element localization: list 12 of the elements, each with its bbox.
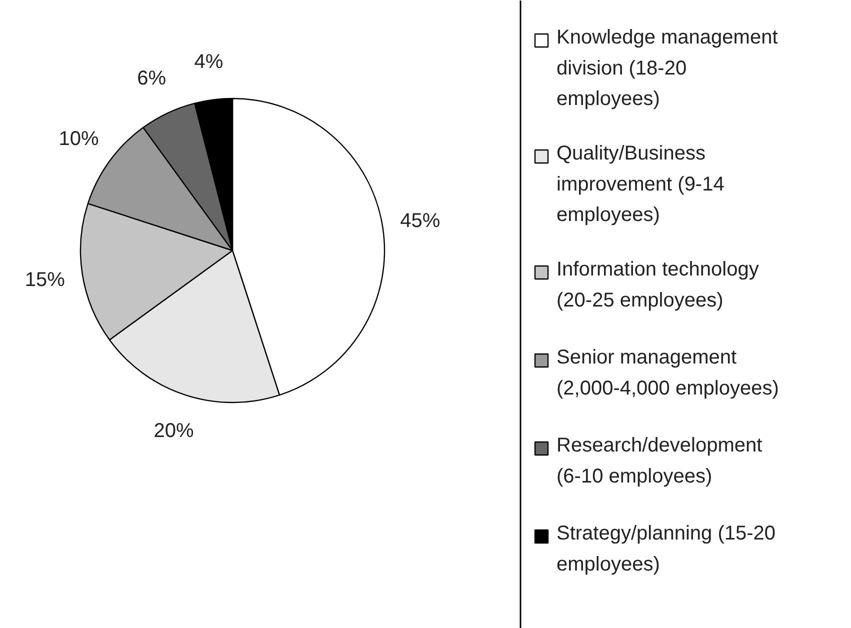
data-label: 45%: [400, 210, 440, 232]
data-label: 4%: [194, 51, 224, 73]
legend-label: Senior management (2,000-4,000 employees): [556, 346, 779, 400]
legend-label: Quality/Business improvement (9-14 employees): [556, 142, 724, 226]
legend-label: Information technology (20-25 employees): [556, 258, 759, 312]
legend-label: Knowledge management division (18-20 employees): [556, 26, 778, 110]
legend-label: Strategy/planning (15-20 employees): [556, 522, 776, 576]
data-label: 6%: [137, 68, 166, 90]
data-label: 10%: [58, 128, 100, 150]
legend-label: Research/development (6-10 employees): [556, 434, 763, 488]
data-label: 15%: [24, 269, 66, 292]
data-label: 20%: [154, 420, 194, 442]
